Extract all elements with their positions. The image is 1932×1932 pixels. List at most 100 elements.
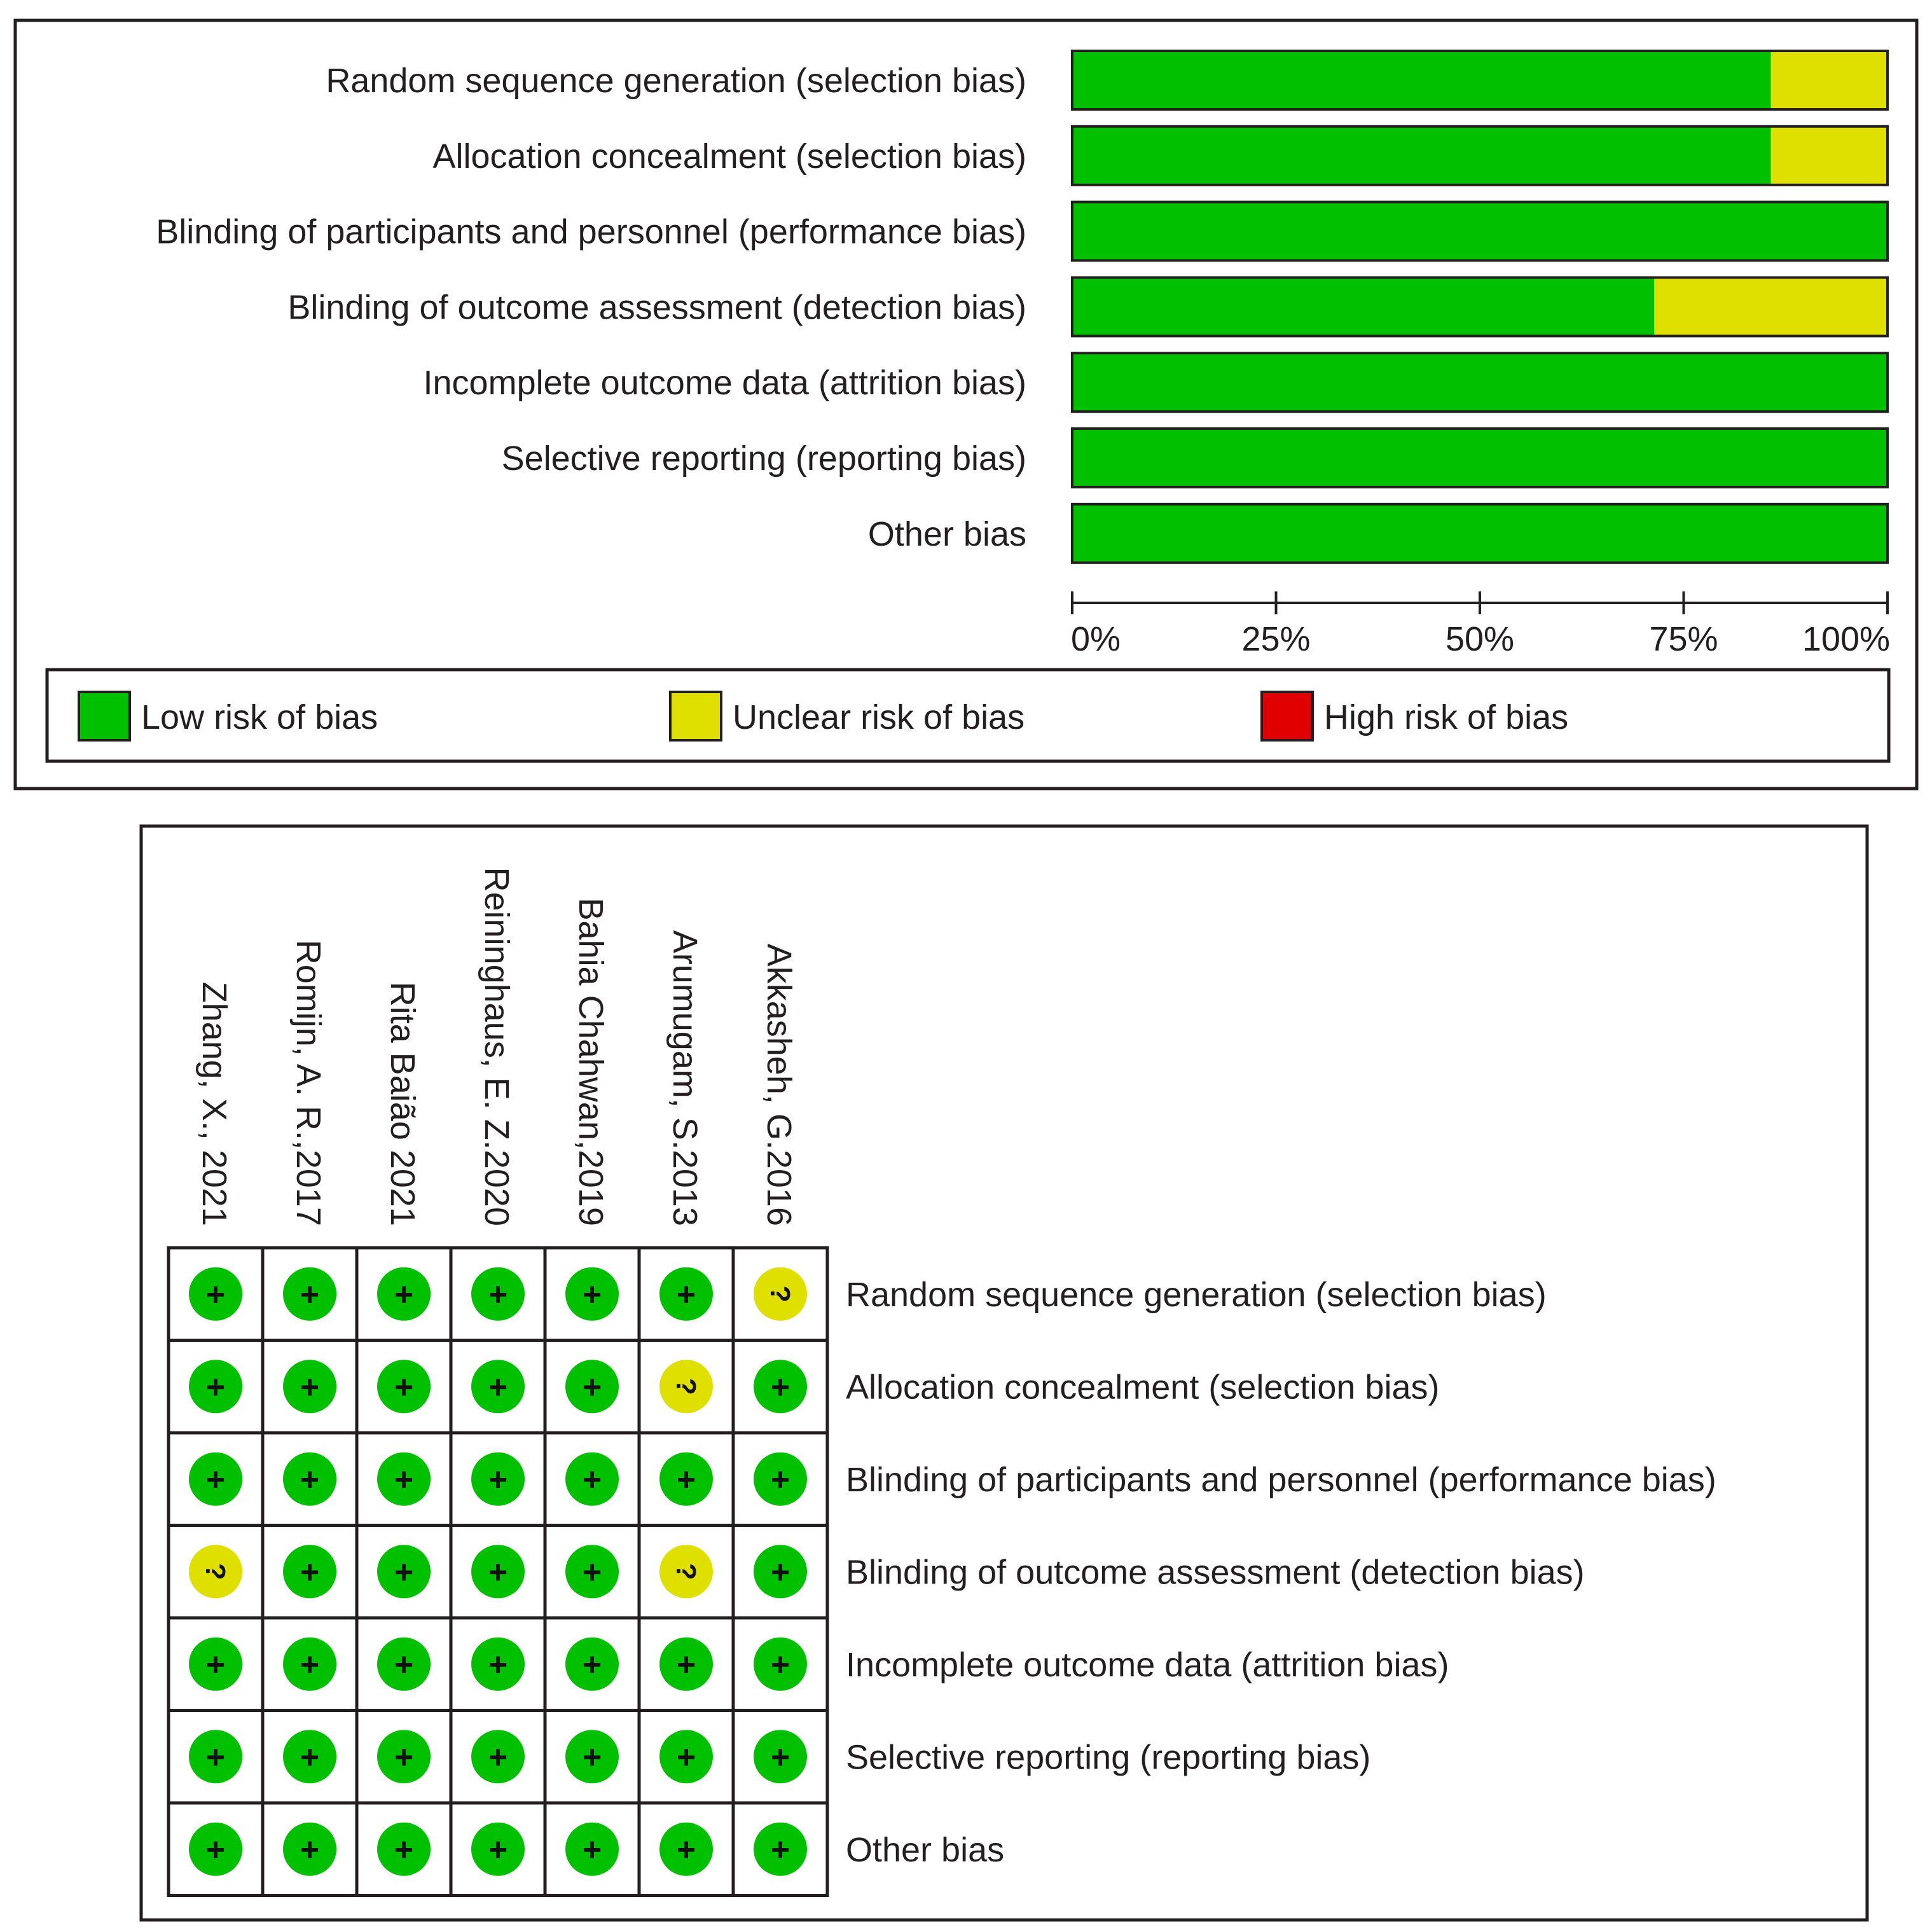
judgement-dot-low-r1-c2 [283,1267,336,1321]
judgement-dot-low-r3-c6 [659,1452,713,1506]
judgement-dot-low-r3-c2 [283,1452,336,1506]
judgement-dot-low-r2-c1 [189,1360,242,1414]
judgement-dot-low-r6-c7 [754,1730,807,1784]
judgement-symbol-unclear-r4-c6: ? [670,1563,701,1580]
legend-label-low: Low risk of bias [141,698,378,736]
bar-segment-low-4 [1072,277,1655,336]
legend-box [45,668,1891,763]
judgement-symbol-low-r2-c5: + [583,1369,602,1405]
judgement-symbol-low-r3-c7: + [771,1461,790,1498]
judgement-symbol-low-r6-c5: + [583,1739,602,1776]
category-label-blinding-of-participants-and-personnel-performance-bias: Blinding of participants and personnel (… [156,213,1026,251]
judgement-symbol-low-r2-c7: + [771,1369,790,1405]
judgement-dot-low-r6-c5 [565,1730,619,1784]
judgement-dot-low-r4-c3 [377,1545,431,1599]
judgement-dot-low-r3-c3 [377,1452,431,1506]
judgement-dot-low-r1-c1 [189,1267,242,1321]
judgement-dot-low-r7-c3 [377,1822,431,1876]
bar-segment-low-6 [1072,429,1887,487]
judgement-symbol-low-r6-c1: + [206,1739,225,1776]
judgement-dot-low-r4-c7 [754,1545,807,1599]
bar-segment-unclear-1 [1770,51,1887,109]
judgement-symbol-low-r6-c3: + [394,1739,413,1776]
category-label-random-sequence-generation-selection-bias: Random sequence generation (selection bi… [326,62,1026,100]
judgement-dot-low-r5-c5 [565,1637,619,1691]
judgement-symbol-low-r5-c1: + [206,1646,225,1683]
grid-cell-r7-c7 [731,1801,829,1897]
bar-outline-2 [1071,125,1889,186]
legend-label-unclear: Unclear risk of bias [733,698,1025,736]
x-tick-label-2: 50% [1446,620,1514,658]
legend: Low risk of bias Unclear risk of bias High… [78,691,1568,742]
judgement-symbol-low-r1-c2: + [300,1276,319,1313]
bias-summary: Zhang, X., 2021 Romijn, A. R.,2017 Rita Ba… [167,867,1716,1897]
judgement-dot-low-r3-c5 [565,1452,619,1506]
judgement-symbol-low-r4-c4: + [488,1554,507,1590]
judgement-dot-low-r6-c3 [377,1730,431,1784]
judgement-symbol-low-r1-c5: + [583,1276,602,1313]
judgement-dot-low-r3-c4 [471,1452,525,1506]
category-label-allocation-concealment-selection-bias: Allocation concealment (selection bias) [433,137,1026,176]
judgement-symbol-low-r5-c2: + [300,1646,319,1683]
judgement-symbol-low-r4-c7: + [771,1554,790,1590]
bar-segment-low-3 [1072,202,1887,261]
judgement-symbol-low-r6-c2: + [300,1739,319,1776]
judgement-symbol-low-r3-c5: + [583,1461,602,1498]
judgement-dot-low-r5-c4 [471,1637,525,1691]
judgement-dot-low-r2-c7 [754,1360,807,1414]
judgement-dot-low-r5-c3 [377,1637,431,1691]
judgement-symbol-low-r4-c3: + [394,1554,413,1590]
judgement-symbol-low-r7-c1: + [206,1832,225,1868]
judgement-symbol-low-r7-c6: + [677,1832,696,1868]
judgement-dot-low-r6-c6 [659,1730,713,1784]
category-label-selective-reporting-reporting-bias: Selective reporting (reporting bias) [502,439,1026,478]
bias-summary-panel-frame [139,824,1869,1922]
x-tick-label-1: 25% [1241,620,1310,658]
judgement-dot-low-r2-c3 [377,1360,431,1414]
bar-outline-1 [1071,50,1889,111]
judgement-dot-low-r6-c2 [283,1730,336,1784]
judgement-symbol-low-r1-c1: + [206,1276,225,1313]
judgement-dot-low-r4-c2 [283,1545,336,1599]
judgement-symbol-low-r4-c2: + [300,1554,319,1590]
legend-swatch-unclear [669,691,722,742]
judgement-symbol-low-r3-c2: + [300,1461,319,1498]
judgement-dot-low-r4-c4 [471,1545,525,1599]
bar-outline-4 [1071,276,1889,338]
judgement-symbol-low-r7-c5: + [583,1832,602,1868]
judgement-dot-low-r6-c1 [189,1730,242,1784]
judgement-dot-low-r1-c6 [659,1267,713,1321]
judgement-symbol-unclear-r4-c1: ? [200,1563,231,1580]
judgement-dot-unclear-r4-c1 [189,1545,242,1599]
category-label-blinding-of-outcome-assessment-detection-bias: Blinding of outcome assessment (detectio… [287,288,1026,326]
study-label-bahia-chahwan-2019: Bahia Chahwan,2019 [572,898,610,1226]
bar-segment-low-5 [1072,353,1887,412]
judgement-dot-low-r7-c5 [565,1822,619,1876]
judgement-symbol-low-r7-c4: + [488,1832,507,1868]
bias-graph: Random sequence generation (selection bi… [156,50,1890,658]
judgement-symbol-unclear-r1-c7: ? [764,1285,796,1302]
judgement-dot-low-r2-c4 [471,1360,525,1414]
bias-graph-panel-frame [13,18,1919,790]
judgement-symbol-low-r1-c3: + [394,1276,413,1313]
domain-label-incomplete-outcome-data-attrition-bias: Incomplete outcome data (attrition bias) [846,1646,1449,1684]
domain-label-blinding-of-outcome-assessment-detection-bias: Blinding of outcome assessment (detectio… [846,1553,1585,1591]
judgement-dot-low-r3-c7 [754,1452,807,1506]
judgement-dot-low-r6-c4 [471,1730,525,1784]
x-tick-label-0: 0% [1071,620,1121,658]
judgement-dot-low-r3-c1 [189,1452,242,1506]
category-label-other-bias: Other bias [868,515,1026,553]
judgement-dot-low-r5-c6 [659,1637,713,1691]
judgement-dot-low-r7-c7 [754,1822,807,1876]
judgement-dot-low-r2-c5 [565,1360,619,1414]
judgement-symbol-low-r5-c6: + [677,1646,696,1683]
judgement-dot-low-r1-c3 [377,1267,431,1321]
judgement-dot-low-r2-c2 [283,1360,336,1414]
domain-label-allocation-concealment-selection-bias: Allocation concealment (selection bias) [846,1368,1439,1406]
legend-label-high: High risk of bias [1324,698,1568,736]
judgement-dot-low-r1-c4 [471,1267,525,1321]
judgement-symbol-low-r2-c4: + [488,1369,507,1405]
judgement-dot-low-r7-c6 [659,1822,713,1876]
judgement-dot-unclear-r1-c7 [754,1267,807,1321]
judgement-dot-low-r5-c7 [754,1637,807,1691]
